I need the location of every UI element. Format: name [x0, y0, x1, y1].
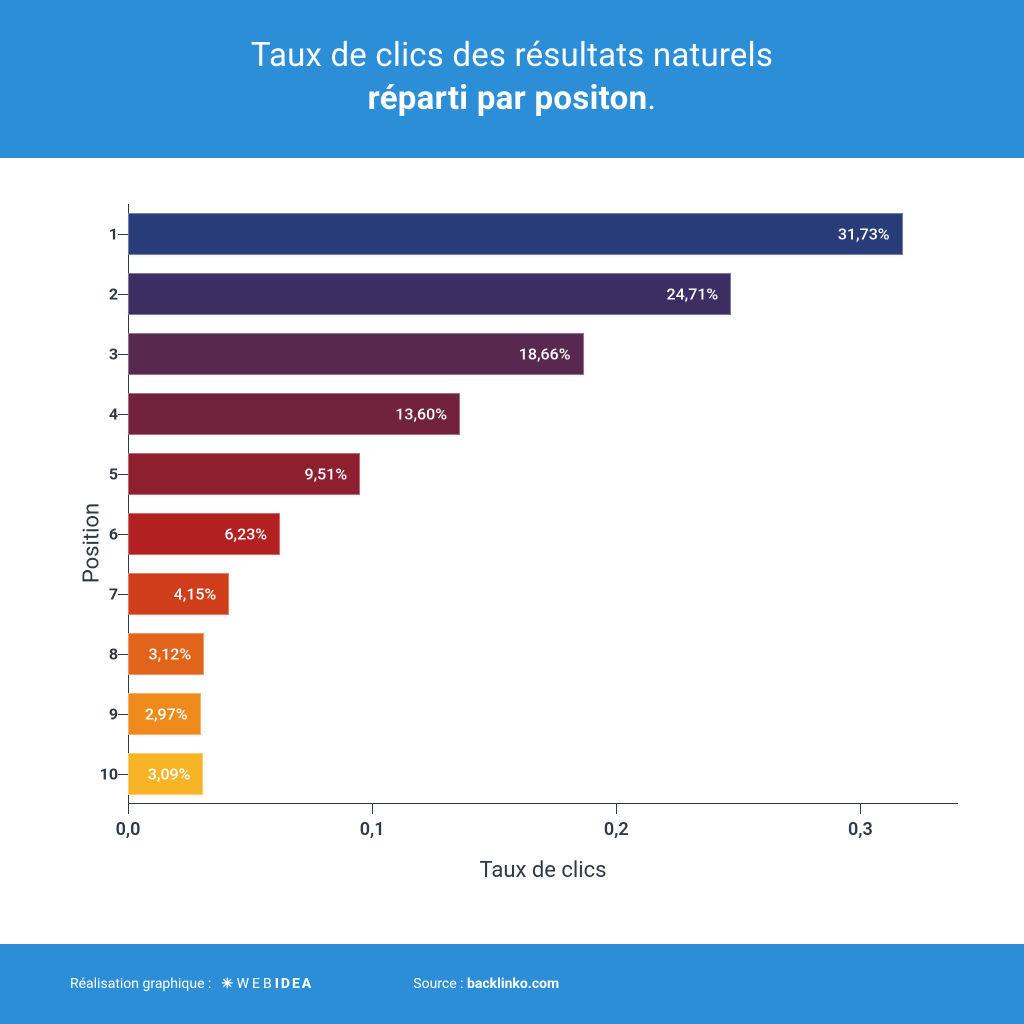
- bar-value-label: 31,73%: [838, 225, 890, 244]
- bar: 18,66%: [128, 333, 584, 375]
- bar-value-label: 3,12%: [149, 645, 192, 664]
- category-label: 6: [88, 525, 118, 544]
- bar-row: 103,09%: [128, 753, 958, 795]
- header-banner: Taux de clics des résultats naturels rép…: [0, 0, 1024, 158]
- bar-value-label: 9,51%: [305, 465, 348, 484]
- bar-value-label: 6,23%: [224, 525, 267, 544]
- category-label: 10: [88, 765, 118, 784]
- title-line-1: Taux de clics des résultats naturels: [40, 36, 984, 75]
- bar-row: 66,23%: [128, 513, 958, 555]
- category-label: 4: [88, 405, 118, 424]
- x-tick: [616, 804, 617, 814]
- title-punct: .: [647, 79, 656, 118]
- x-tick: [372, 804, 373, 814]
- category-label: 8: [88, 645, 118, 664]
- x-tick-label: 0,0: [116, 819, 141, 840]
- footer-credit: Réalisation graphique : ✳ WEBIDEA: [70, 976, 313, 992]
- bar-row: 224,71%: [128, 273, 958, 315]
- category-label: 5: [88, 465, 118, 484]
- y-tick: [118, 594, 128, 595]
- x-tick: [860, 804, 861, 814]
- bar-value-label: 2,97%: [145, 705, 188, 724]
- bar-row: 74,15%: [128, 573, 958, 615]
- ctr-bar-chart: 131,73% 224,71% 318,66% 413,60% 59,51% 66,23%…: [128, 204, 958, 804]
- category-label: 7: [88, 585, 118, 604]
- y-tick: [118, 414, 128, 415]
- x-tick: [128, 804, 129, 814]
- brand-text: WEBIDEA: [237, 976, 314, 992]
- category-label: 1: [88, 225, 118, 244]
- x-axis-title: Taux de clics: [128, 858, 958, 883]
- y-tick: [118, 534, 128, 535]
- bar: 4,15%: [128, 573, 229, 615]
- credit-label: Réalisation graphique :: [70, 976, 211, 992]
- bar-value-label: 18,66%: [519, 345, 571, 364]
- bar: 31,73%: [128, 213, 903, 255]
- star-icon: ✳: [221, 976, 233, 992]
- y-tick: [118, 774, 128, 775]
- bar: 3,09%: [128, 753, 203, 795]
- bar-value-label: 3,09%: [148, 765, 191, 784]
- x-tick-label: 0,1: [360, 819, 385, 840]
- bar-value-label: 4,15%: [174, 585, 217, 604]
- bar-row: 59,51%: [128, 453, 958, 495]
- y-tick: [118, 474, 128, 475]
- category-label: 9: [88, 705, 118, 724]
- y-tick: [118, 234, 128, 235]
- bar: 24,71%: [128, 273, 731, 315]
- y-tick: [118, 714, 128, 715]
- chart-area: Position 131,73%224,71%318,66%413,60%59,…: [0, 158, 1024, 928]
- bar-row: 413,60%: [128, 393, 958, 435]
- y-tick: [118, 294, 128, 295]
- source-value: backlinko.com: [467, 976, 559, 992]
- brand-logo: ✳ WEBIDEA: [221, 976, 313, 992]
- bar-row: 92,97%: [128, 693, 958, 735]
- category-label: 2: [88, 285, 118, 304]
- bar-row: 83,12%: [128, 633, 958, 675]
- bar-row: 131,73%: [128, 213, 958, 255]
- y-tick: [118, 654, 128, 655]
- bar: 3,12%: [128, 633, 204, 675]
- bars-container: 131,73% 224,71% 318,66% 413,60% 59,51% 66,23%…: [128, 204, 958, 804]
- brand-bold: IDEA: [275, 976, 314, 992]
- title-bold: réparti par positon: [368, 79, 648, 118]
- bar: 9,51%: [128, 453, 360, 495]
- bar-row: 318,66%: [128, 333, 958, 375]
- bar: 13,60%: [128, 393, 460, 435]
- category-label: 3: [88, 345, 118, 364]
- y-tick: [118, 354, 128, 355]
- bar-value-label: 13,60%: [395, 405, 447, 424]
- footer-banner: Réalisation graphique : ✳ WEBIDEA Source…: [0, 944, 1024, 1024]
- bar-value-label: 24,71%: [666, 285, 718, 304]
- brand-prefix: WEB: [237, 976, 275, 992]
- x-tick-label: 0,2: [604, 819, 629, 840]
- source-label: Source :: [413, 976, 463, 992]
- bar: 2,97%: [128, 693, 201, 735]
- x-tick-label: 0,3: [848, 819, 873, 840]
- title-line-2: réparti par positon.: [40, 79, 984, 118]
- footer-source: Source : backlinko.com: [413, 976, 559, 992]
- bar: 6,23%: [128, 513, 280, 555]
